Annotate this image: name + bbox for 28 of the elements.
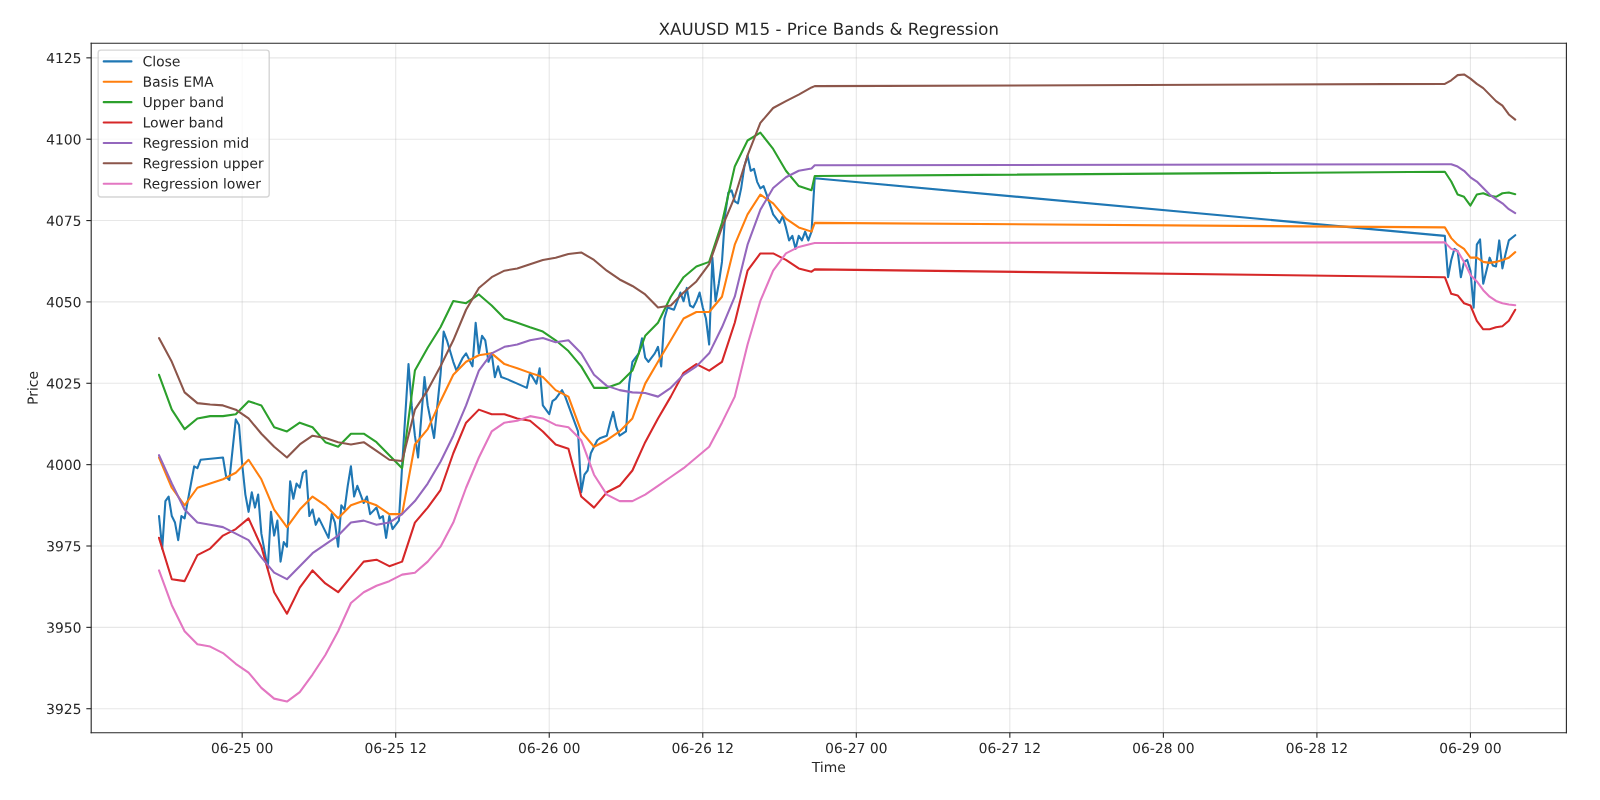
legend-label: Close	[143, 55, 180, 67]
y-axis-title: Price	[27, 371, 38, 404]
x-tick-label: 06-27 12	[979, 742, 1040, 754]
legend-label: Lower band	[143, 116, 223, 128]
x-tick-label: 06-28 00	[1133, 742, 1194, 754]
y-tick-label: 3950	[47, 622, 81, 633]
x-tick-label: 06-26 00	[518, 742, 580, 754]
legend-label: Basis EMA	[143, 76, 214, 87]
x-tick-label: 06-25 00	[211, 742, 273, 754]
legend-label: Regression mid	[143, 137, 248, 151]
y-tick-label: 4075	[46, 215, 81, 227]
chart-title: XAUUSD M15 - Price Bands & Regression	[659, 22, 998, 39]
x-tick-label: 06-29 00	[1440, 742, 1501, 754]
y-tick-label: 3925	[47, 703, 81, 715]
y-tick-label: 4125	[46, 52, 81, 64]
y-tick-label: 4025	[46, 378, 81, 389]
y-tick-label: 4050	[46, 296, 81, 308]
x-tick-label: 06-26 12	[672, 742, 733, 754]
y-tick-label: 4000	[46, 459, 81, 471]
x-axis-title: Time	[811, 761, 846, 773]
y-tick-label: 3975	[47, 540, 81, 552]
x-tick-label: 06-27 00	[826, 742, 887, 754]
x-tick-label: 06-28 12	[1286, 742, 1347, 754]
legend-label: Regression upper	[143, 157, 264, 172]
x-tick-label: 06-25 12	[365, 742, 426, 754]
legend-label: Regression lower	[143, 178, 261, 192]
y-tick-label: 4100	[46, 134, 81, 145]
legend-label: Upper band	[143, 96, 223, 110]
